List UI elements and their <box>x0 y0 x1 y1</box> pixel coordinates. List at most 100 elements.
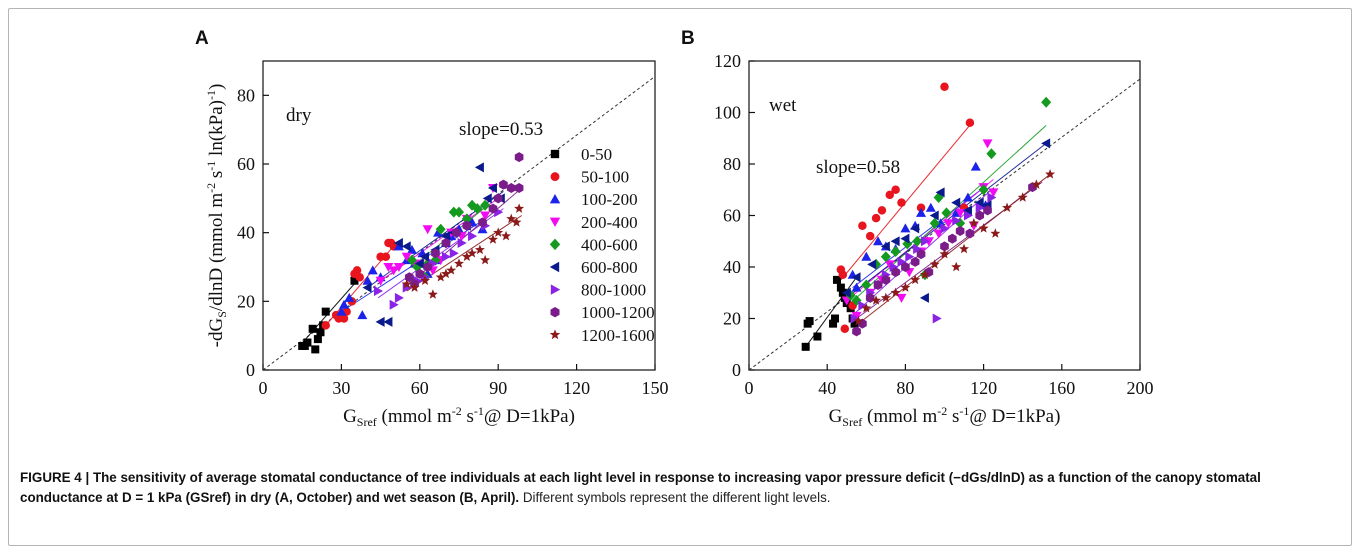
data-point-a-0-50 <box>350 276 359 285</box>
data-point-a-600-800 <box>482 193 492 204</box>
data-point-a-50-100 <box>381 252 391 261</box>
data-point-a-1200-1600 <box>435 272 446 282</box>
x-tick-label-a: 90 <box>489 378 507 398</box>
figure-caption: FIGURE 4 | The sensitivity of average st… <box>20 468 1342 508</box>
data-point-b-600-800 <box>919 292 929 303</box>
x-tick-label-b: 200 <box>1127 378 1154 398</box>
data-point-b-1200-1600 <box>1002 202 1013 213</box>
data-point-a-1200-1600 <box>401 278 412 289</box>
fit-line-b-1200-1600 <box>858 173 1051 325</box>
data-point-a-1000-1200 <box>441 237 451 248</box>
data-point-a-1000-1200 <box>431 248 440 259</box>
data-point-a-600-800 <box>401 241 411 252</box>
data-point-a-200-400 <box>388 266 399 276</box>
data-point-b-50-100 <box>965 118 975 128</box>
data-point-a-1200-1600 <box>440 268 451 279</box>
data-point-b-600-800 <box>929 210 939 221</box>
data-point-a-1200-1600 <box>487 234 498 244</box>
slope-annotation-b: slope=0.58 <box>816 157 900 178</box>
data-point-b-400-600 <box>890 246 901 258</box>
data-point-b-600-800 <box>890 236 900 247</box>
x-tick-label-a: 60 <box>411 378 429 398</box>
data-point-b-1200-1600 <box>1017 192 1028 202</box>
data-point-a-50-100 <box>321 321 330 330</box>
data-point-b-1000-1200 <box>940 241 949 252</box>
data-point-b-1200-1600 <box>968 217 979 228</box>
data-point-b-1000-1200 <box>865 292 875 303</box>
data-point-b-200-400 <box>943 219 954 229</box>
data-point-a-1000-1200 <box>493 193 503 204</box>
data-point-a-100-200 <box>344 292 355 302</box>
legend-marker-1000-1200 <box>550 307 560 318</box>
data-point-a-1200-1600 <box>514 203 525 213</box>
data-point-b-50-100 <box>871 213 881 223</box>
data-point-a-100-200 <box>367 265 378 275</box>
data-point-a-0-50 <box>313 335 322 344</box>
y-tick-label-b: 80 <box>723 154 741 174</box>
legend-marker-0-50 <box>550 149 560 159</box>
data-point-b-400-600 <box>941 207 952 219</box>
data-point-b-800-1000 <box>905 251 915 262</box>
data-point-b-600-800 <box>962 205 972 216</box>
data-point-b-100-200 <box>851 282 862 292</box>
legend: 0-50 50-100 100-200 200-400 400-600 600-800 80… <box>549 145 655 345</box>
data-point-a-1200-1600 <box>409 282 420 292</box>
data-point-b-50-100 <box>897 198 906 207</box>
data-point-b-1200-1600 <box>910 274 921 285</box>
y-tick-label-b: 100 <box>714 103 741 123</box>
panel-label-a: A <box>195 28 209 49</box>
data-point-b-800-1000 <box>850 313 860 324</box>
data-point-b-800-1000 <box>987 192 997 203</box>
data-point-a-100-200 <box>393 241 404 251</box>
data-point-a-1000-1200 <box>415 268 425 279</box>
legend-label-1000-1200: 1000-1200 <box>581 303 655 322</box>
data-point-b-200-400 <box>988 188 999 198</box>
data-point-b-800-1000 <box>858 300 868 311</box>
fit-line-b-50-100 <box>840 122 973 281</box>
data-point-a-1200-1600 <box>454 258 464 268</box>
data-point-a-1000-1200 <box>423 262 432 272</box>
data-point-b-100-200 <box>970 161 981 171</box>
legend-label-50-100: 50-100 <box>581 168 629 187</box>
slope-annotation-a: slope=0.53 <box>459 119 543 140</box>
data-point-b-200-400 <box>982 139 993 149</box>
data-point-b-1000-1200 <box>891 267 900 278</box>
x-tick-label-b: 40 <box>818 378 836 398</box>
data-point-a-800-1000 <box>468 231 478 242</box>
data-point-a-1200-1600 <box>501 230 512 241</box>
data-point-b-800-1000 <box>920 236 930 247</box>
panel-label-b: B <box>681 28 695 49</box>
data-point-b-1200-1600 <box>990 228 1001 238</box>
data-point-b-800-1000 <box>897 256 907 267</box>
legend-label-200-400: 200-400 <box>581 213 638 232</box>
data-point-b-50-100 <box>885 190 895 200</box>
legend-marker-600-800 <box>549 261 560 273</box>
data-point-b-1000-1200 <box>916 249 926 260</box>
data-point-b-800-1000 <box>975 202 985 213</box>
data-point-b-400-600 <box>1041 96 1052 108</box>
data-point-a-400-600 <box>472 203 483 215</box>
data-point-a-100-200 <box>336 306 347 316</box>
data-point-b-1200-1600 <box>880 292 891 303</box>
y-tick-label-a: 40 <box>237 223 255 243</box>
data-point-b-50-100 <box>865 231 875 241</box>
x-tick-label-a: 30 <box>332 378 350 398</box>
data-point-b-100-200 <box>962 192 973 202</box>
x-tick-label-a: 120 <box>563 378 590 398</box>
reference-line-b <box>749 78 1140 370</box>
data-point-b-1200-1600 <box>929 259 940 269</box>
y-tick-label-a: 60 <box>237 154 255 174</box>
season-label-b: wet <box>769 95 797 116</box>
data-point-b-0-50 <box>813 332 822 341</box>
data-point-b-600-800 <box>935 187 945 198</box>
x-tick-label-a: 0 <box>259 378 268 398</box>
data-point-b-100-200 <box>916 207 927 217</box>
data-point-b-100-200 <box>861 251 872 261</box>
data-point-a-1000-1200 <box>514 183 524 194</box>
data-point-b-1000-1200 <box>983 205 992 216</box>
legend-marker-800-1000 <box>550 284 561 295</box>
data-point-b-0-50 <box>850 319 859 328</box>
data-point-a-0-50 <box>321 307 330 316</box>
